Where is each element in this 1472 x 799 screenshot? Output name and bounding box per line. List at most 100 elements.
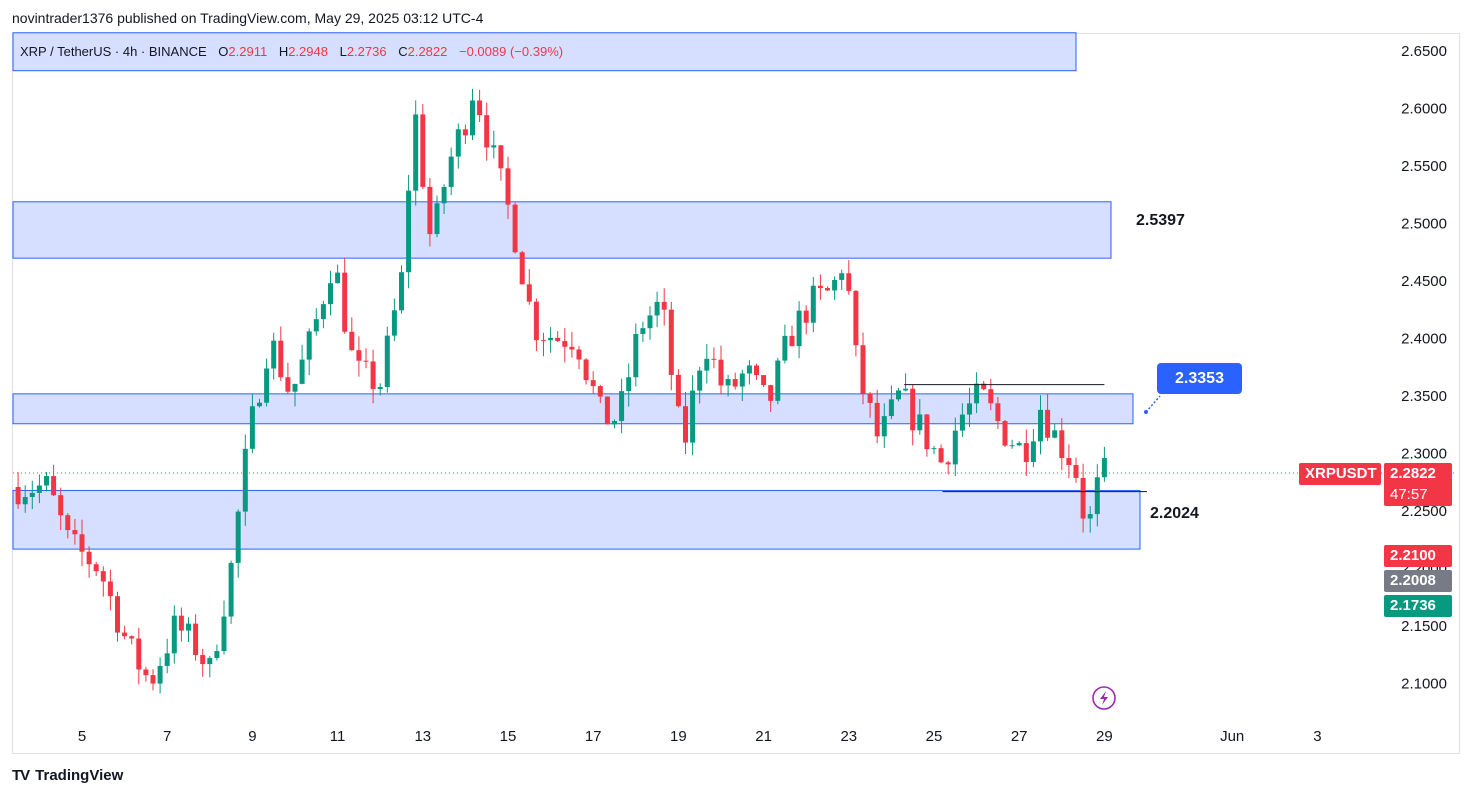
candle-body	[732, 379, 738, 387]
candle-body	[498, 145, 504, 169]
candle-body	[1066, 458, 1072, 465]
candle-body	[335, 272, 341, 284]
zone-rect-3	[12, 489, 1141, 550]
callout-pointer	[1145, 395, 1161, 413]
candle-body	[718, 359, 724, 386]
candle-body	[903, 388, 909, 391]
candle-body	[647, 315, 653, 329]
candle-body	[320, 304, 326, 320]
candle-body	[235, 511, 241, 563]
change-value: −0.0089 (−0.39%)	[459, 44, 564, 59]
candle-body	[377, 387, 383, 389]
price-tick-label: 2.3500	[1401, 388, 1447, 405]
footer-brand[interactable]: TV TradingView	[12, 767, 123, 784]
candle-body	[44, 476, 49, 486]
candle-body	[668, 309, 674, 375]
candle-body	[157, 665, 163, 684]
candle-body	[725, 379, 731, 386]
high-value: 2.2948	[288, 44, 328, 59]
candle-body	[86, 551, 92, 565]
candle-body	[384, 335, 390, 388]
lines-layer	[13, 384, 1455, 493]
candle-body	[995, 403, 1001, 422]
price-callout[interactable]: 2.3353	[1157, 363, 1242, 394]
date-tick-label: 27	[1011, 728, 1028, 745]
candle-body	[65, 515, 71, 531]
publisher-line: novintrader1376 published on TradingView…	[12, 10, 484, 26]
candle-body	[789, 335, 795, 347]
candle-body	[576, 349, 582, 360]
price-tick-label: 2.5000	[1401, 216, 1447, 233]
high-price-tag: 2.2100	[1384, 545, 1452, 567]
candle-body	[697, 370, 703, 391]
candle-body	[484, 115, 490, 148]
date-tick-label: Jun	[1220, 728, 1244, 745]
candle-body	[917, 414, 923, 431]
price-tick-label: 2.4500	[1401, 273, 1447, 290]
date-tick-label: 5	[78, 728, 86, 745]
candle-body	[619, 391, 625, 421]
candle-body	[704, 358, 710, 371]
candle-body	[825, 288, 830, 291]
candle-body	[1080, 477, 1086, 519]
candle-body	[441, 186, 447, 204]
candle-body	[853, 290, 859, 346]
candle-body	[952, 430, 958, 465]
date-tick-label: 29	[1096, 728, 1113, 745]
candle-body	[448, 156, 454, 187]
candle-body	[974, 383, 980, 404]
candle-body	[200, 655, 206, 665]
price-tick-label: 2.3000	[1401, 446, 1447, 463]
zone-rect-0	[12, 32, 1077, 72]
zone-rect-1	[12, 201, 1112, 259]
candle-body	[888, 399, 894, 417]
price-tick-label: 2.4000	[1401, 331, 1447, 348]
candle-body	[1038, 409, 1043, 442]
candle-body	[775, 360, 781, 401]
candle-body	[93, 564, 99, 572]
symbol-name[interactable]: XRP / TetherUS · 4h · BINANCE	[20, 44, 207, 59]
candle-body	[51, 476, 57, 496]
candle-body	[264, 368, 270, 403]
high-label: H	[278, 44, 289, 59]
candle-body	[754, 365, 759, 376]
candle-body	[988, 389, 994, 404]
time-axis: 5 7 9 11 13 15 17 19 21 23 25 27 29 Jun 3	[78, 686, 1322, 745]
candle-body	[1073, 464, 1079, 478]
candle-body	[583, 359, 589, 381]
candle-body	[370, 361, 376, 389]
candle-body	[860, 345, 866, 394]
candle-body	[768, 385, 774, 401]
candle-body	[193, 623, 199, 656]
candle-body	[122, 632, 128, 637]
candle-body	[683, 406, 688, 443]
low-value: 2.2736	[346, 44, 387, 59]
candle-body	[342, 272, 348, 332]
price-tick-label: 2.1000	[1401, 676, 1447, 693]
candle-body	[505, 168, 511, 205]
brand-name: TradingView	[35, 767, 124, 784]
candle-body	[470, 100, 475, 136]
lightning-icon-ring	[1092, 686, 1116, 710]
candle-body	[107, 581, 113, 597]
candle-body	[555, 337, 561, 342]
date-tick-label: 21	[755, 728, 772, 745]
candle-body	[817, 285, 823, 289]
candle-body	[455, 129, 461, 157]
price-tick-label: 2.6500	[1401, 43, 1447, 60]
candle-body	[675, 374, 681, 407]
candle-body	[306, 331, 312, 360]
candle-body	[796, 310, 802, 347]
candle-body	[313, 319, 319, 332]
candle-body	[292, 383, 298, 392]
zone-label-lower: 2.2024	[1150, 505, 1199, 522]
candle-body	[328, 283, 333, 305]
mid-price-tag: 2.2008	[1384, 570, 1452, 592]
candle-body	[959, 414, 965, 431]
candle-body	[590, 380, 596, 387]
candle-body	[874, 402, 880, 437]
candle-body	[150, 675, 156, 684]
close-value: 2.2822	[407, 44, 448, 59]
candle-body	[29, 492, 35, 497]
